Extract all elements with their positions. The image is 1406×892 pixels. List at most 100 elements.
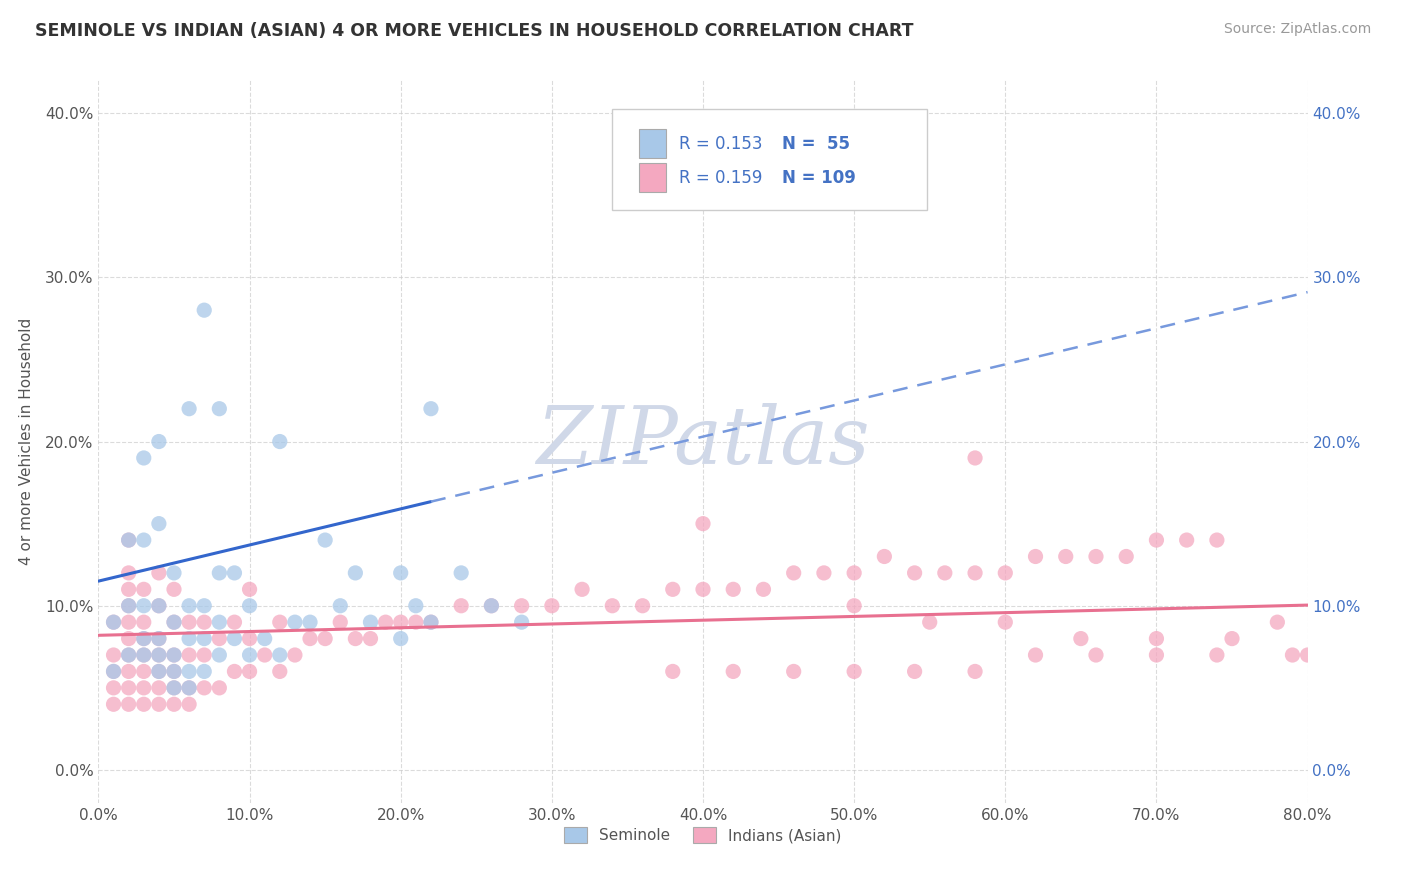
Point [103,665,125,679]
Point [163,665,186,679]
Point [1206,648,1229,662]
Point [314,533,336,547]
Point [224,615,246,630]
Point [179,665,201,679]
Point [329,615,352,630]
Point [813,566,835,580]
Point [405,599,427,613]
Point [752,582,775,597]
Point [269,665,291,679]
Text: Source: ZipAtlas.com: Source: ZipAtlas.com [1223,22,1371,37]
Point [389,566,412,580]
Point [118,698,141,712]
Point [163,698,186,712]
Point [692,582,714,597]
Point [1085,549,1108,564]
Point [965,450,987,465]
Point [253,648,276,662]
Point [783,665,806,679]
Point [208,648,231,662]
Point [148,599,170,613]
Point [208,615,231,630]
Point [1296,648,1319,662]
Point [132,632,155,646]
Text: R = 0.159: R = 0.159 [679,169,762,186]
Point [148,665,170,679]
Point [208,632,231,646]
Point [103,615,125,630]
Point [844,665,866,679]
Point [1267,615,1289,630]
Point [103,665,125,679]
Point [179,698,201,712]
Point [163,615,186,630]
Point [148,632,170,646]
Point [193,615,215,630]
Point [148,648,170,662]
Point [1220,632,1243,646]
Point [193,632,215,646]
Point [239,582,262,597]
Point [344,566,367,580]
Point [103,648,125,662]
Point [1144,632,1167,646]
Point [965,665,987,679]
Point [450,566,472,580]
FancyBboxPatch shape [638,129,665,158]
Point [163,615,186,630]
Point [994,566,1017,580]
Point [208,681,231,695]
Point [224,566,246,580]
Point [1070,632,1092,646]
Point [179,632,201,646]
Point [193,599,215,613]
Point [118,665,141,679]
Point [602,599,624,613]
Point [481,599,503,613]
Point [389,632,412,646]
Point [132,582,155,597]
Point [179,681,201,695]
Point [118,648,141,662]
Text: ZIPatlas: ZIPatlas [536,403,870,480]
Point [873,549,896,564]
Point [844,599,866,613]
Point [163,648,186,662]
FancyBboxPatch shape [613,109,927,211]
Point [314,632,336,646]
Point [132,681,155,695]
Point [299,615,322,630]
Point [239,665,262,679]
Point [179,648,201,662]
Point [163,582,186,597]
Point [723,665,745,679]
Point [132,698,155,712]
Point [193,303,215,318]
Point [118,648,141,662]
Point [148,566,170,580]
Point [163,681,186,695]
Point [208,401,231,416]
Point [179,401,201,416]
Text: R = 0.153: R = 0.153 [679,135,762,153]
Point [284,615,307,630]
Point [1175,533,1198,547]
FancyBboxPatch shape [638,163,665,193]
Point [360,615,382,630]
Point [132,450,155,465]
Point [692,516,714,531]
Point [132,648,155,662]
Point [571,582,593,597]
Point [132,632,155,646]
Point [1144,648,1167,662]
Point [118,533,141,547]
Point [118,533,141,547]
Point [965,566,987,580]
Point [405,615,427,630]
Point [179,681,201,695]
Point [540,599,562,613]
Y-axis label: 4 or more Vehicles in Household: 4 or more Vehicles in Household [18,318,34,566]
Point [918,615,941,630]
Point [1281,648,1303,662]
Point [148,698,170,712]
